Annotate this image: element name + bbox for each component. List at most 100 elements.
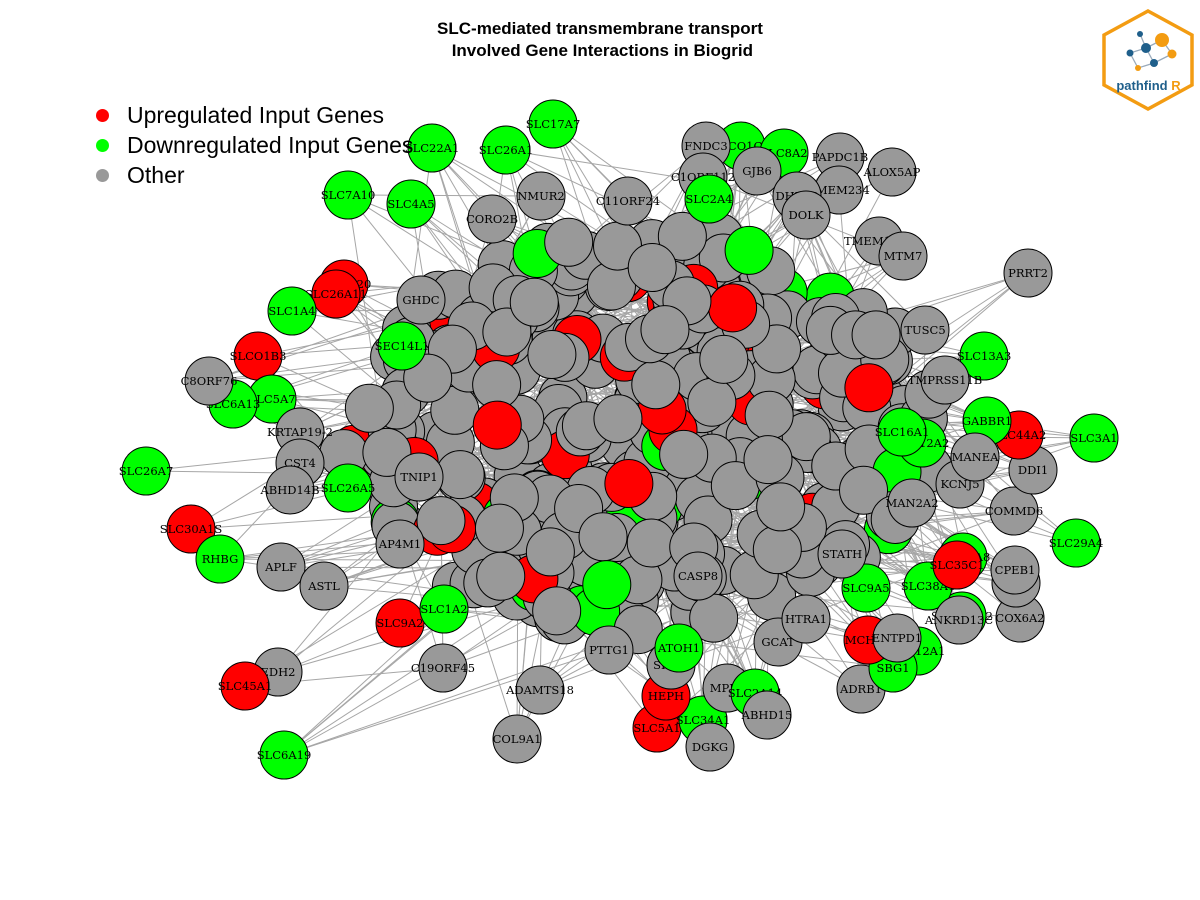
legend: Upregulated Input Genes Downregulated In… (96, 100, 413, 190)
node-circle (578, 512, 628, 562)
node-circle (532, 586, 582, 636)
node-label: AP4M1 (378, 537, 421, 551)
node-circle (781, 190, 831, 240)
gene-node: AP4M1 (375, 519, 425, 569)
node-circle (386, 179, 436, 229)
node-circle (673, 551, 723, 601)
node-label: HTRA1 (785, 612, 827, 626)
node-circle (121, 446, 171, 496)
node-circle (259, 730, 309, 780)
node-circle (476, 551, 526, 601)
node-circle (220, 661, 270, 711)
node-circle (950, 432, 1000, 482)
node-label: TNIP1 (400, 470, 437, 484)
gene-node: SLC35C1 (929, 540, 985, 590)
node-circle (708, 283, 758, 333)
node-circle (603, 176, 653, 226)
gene-node: ATOH1 (654, 623, 704, 673)
node-circle (743, 435, 793, 485)
node-label: SLC26A11 (305, 287, 367, 301)
node-label: SLC1A4 (268, 304, 315, 318)
node-circle (900, 305, 950, 355)
background-node (582, 560, 632, 610)
gene-node: ABHD15 (741, 690, 792, 740)
node-circle (654, 623, 704, 673)
node-circle (416, 496, 466, 546)
background-node (416, 496, 466, 546)
gene-node: SLC2A4 (684, 174, 734, 224)
node-label: GHDC (402, 293, 439, 307)
node-circle (1069, 413, 1119, 463)
legend-dot-red (96, 108, 109, 122)
node-label: C11ORF24 (596, 194, 660, 208)
gene-node: SLC4A5 (386, 179, 436, 229)
gene-node: ABHD14B (259, 465, 320, 515)
node-circle (375, 519, 425, 569)
node-circle (627, 243, 677, 293)
node-label: ENTPD1 (872, 631, 922, 645)
node-circle (509, 277, 559, 327)
gene-node: SLC30A1S (160, 504, 222, 554)
node-label: RHBG (202, 552, 239, 566)
node-circle (934, 595, 984, 645)
gene-node: TUSC5 (900, 305, 950, 355)
node-label: TUSC5 (904, 323, 945, 337)
node-circle (989, 486, 1039, 536)
node-label: SLC29A4 (1049, 536, 1104, 550)
background-node (657, 211, 707, 261)
gene-node: NMUR2 (516, 171, 566, 221)
gene-node: TMEM234 (808, 165, 870, 215)
pathfindr-logo: pathfind R (1102, 9, 1194, 111)
gene-node: DOLK (781, 190, 831, 240)
node-label: DOLK (789, 208, 824, 222)
gene-node: SLC26A11 (305, 269, 367, 319)
node-label: SLC17A7 (526, 117, 581, 131)
node-circle (817, 529, 867, 579)
node-circle (781, 412, 831, 462)
node-label: COX6A2 (995, 611, 1044, 625)
node-circle (516, 171, 566, 221)
node-circle (584, 625, 634, 675)
node-label: PAPDC1B (812, 150, 869, 164)
background-node (756, 482, 806, 532)
node-circle (256, 542, 306, 592)
node-label: SLC2A4 (685, 192, 732, 206)
node-label: DDI1 (1018, 463, 1048, 477)
node-label: SLC26A7 (119, 464, 174, 478)
node-circle (724, 225, 774, 275)
gene-node: RHBG (195, 534, 245, 584)
gene-node: SLC45A1 (218, 661, 272, 711)
node-circle (699, 334, 749, 384)
diagram-title: SLC-mediated transmembrane transport Inv… (0, 18, 1200, 62)
node-circle (474, 503, 524, 553)
background-node (627, 243, 677, 293)
gene-node: GJB6 (732, 146, 782, 196)
background-node (344, 383, 394, 433)
node-label: TMPRSS11B (908, 373, 982, 387)
background-node (532, 586, 582, 636)
node-circle (990, 545, 1040, 595)
node-label: KRTAP19-2 (267, 425, 333, 439)
background-node (708, 283, 758, 333)
node-circle (604, 459, 654, 509)
background-node (631, 360, 681, 410)
node-circle (841, 563, 891, 613)
node-label: SLC13A3 (957, 349, 1012, 363)
gene-node: HTRA1 (781, 594, 831, 644)
node-circle (685, 722, 735, 772)
background-node (474, 503, 524, 553)
logo-text-r: R (1171, 78, 1181, 93)
node-label: FNDC3 (684, 139, 727, 153)
node-label: SLC9A2 (376, 616, 423, 630)
node-label: SLC16A1 (875, 425, 930, 439)
node-label: HEPH (648, 689, 684, 703)
background-node (578, 512, 628, 562)
background-node (781, 412, 831, 462)
background-node-layer (319, 211, 954, 655)
node-circle (344, 383, 394, 433)
node-label: SLC26A5 (321, 481, 376, 495)
gene-node: SLC9A2 (375, 598, 425, 648)
gene-node: MANEA (950, 432, 1000, 482)
node-circle (687, 377, 737, 427)
